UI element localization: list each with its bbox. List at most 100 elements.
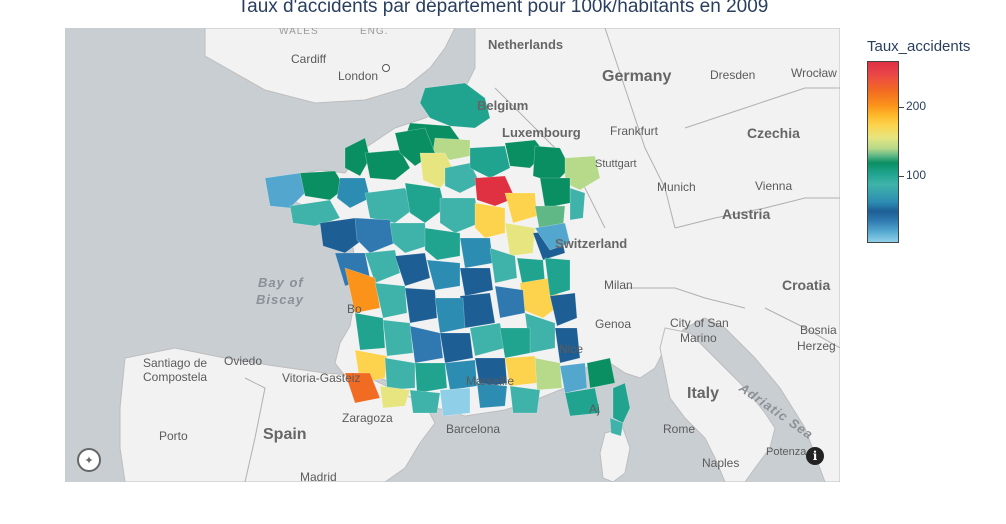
dept-aude[interactable] <box>439 387 471 417</box>
label-austria: Austria <box>722 206 771 222</box>
label-dresden: Dresden <box>710 68 756 82</box>
label-vitoria: Vitoria-Gasteiz <box>282 371 361 385</box>
info-icon[interactable]: i <box>806 447 824 465</box>
label-oviedo: Oviedo <box>224 354 263 368</box>
colorbar-tick-label-200: 200 <box>906 99 927 113</box>
label-marseille: Marseille <box>466 374 515 388</box>
dept-haut-rhin[interactable] <box>569 187 586 221</box>
dept-mayenne[interactable] <box>364 187 416 224</box>
label-city-of-san: City of San <box>670 316 729 330</box>
dept-savoie[interactable] <box>549 292 578 327</box>
great-britain-land <box>204 28 456 104</box>
dept-aube[interactable] <box>474 175 516 207</box>
label-porto: Porto <box>159 429 188 443</box>
dept-val-doise[interactable] <box>444 162 481 194</box>
label-belgium: Belgium <box>477 98 529 113</box>
dept-ardeche[interactable] <box>499 327 531 359</box>
dept-lot[interactable] <box>409 325 444 364</box>
dept-yonne[interactable] <box>474 202 506 239</box>
label-nice: Nice <box>559 342 584 356</box>
dept-dordogne[interactable] <box>382 319 414 357</box>
label-ajaccio: Aj <box>589 402 600 416</box>
label-luxembourg: Luxembourg <box>502 125 581 140</box>
dept-marne[interactable] <box>469 145 511 179</box>
dept-charente[interactable] <box>374 282 408 319</box>
compass-icon[interactable]: ✦ <box>77 448 101 472</box>
dept-loire[interactable] <box>494 285 526 319</box>
dept-tarn-garonne[interactable] <box>414 362 448 394</box>
dept-cotes-armor[interactable] <box>299 170 346 201</box>
dept-pyrenees-atlantiques[interactable] <box>344 372 381 404</box>
dept-haute-corse[interactable] <box>612 382 631 424</box>
dept-indre[interactable] <box>426 259 461 291</box>
dept-loire-atlantique[interactable] <box>319 217 366 254</box>
label-naples: Naples <box>702 456 740 470</box>
label-compostela: Compostela <box>143 370 208 384</box>
map-title: Taux d'accidents par département pour 10… <box>237 0 769 17</box>
dept-correze[interactable] <box>434 297 466 334</box>
dept-loiret[interactable] <box>439 197 481 234</box>
dept-alpes-haute-provence[interactable] <box>559 362 588 394</box>
dept-vosges[interactable] <box>539 177 571 209</box>
dept-hautes-alpes[interactable] <box>554 327 581 364</box>
dept-cher[interactable] <box>424 227 461 261</box>
dept-moselle[interactable] <box>532 145 571 184</box>
dept-nievre[interactable] <box>459 237 494 269</box>
dept-indre-loire[interactable] <box>389 222 428 254</box>
label-potenza: Potenza <box>766 446 807 458</box>
label-croatia: Croatia <box>782 277 831 293</box>
label-biscay: Biscay <box>256 292 304 307</box>
colorbar-tick-100 <box>899 176 904 177</box>
label-spain: Spain <box>263 426 307 443</box>
dept-calvados[interactable] <box>364 149 411 181</box>
dept-nord[interactable] <box>419 82 491 129</box>
label-bordeaux: Bo <box>347 302 362 316</box>
dept-cote-or[interactable] <box>504 222 536 257</box>
dept-eure-loir[interactable] <box>404 182 446 224</box>
sardinia-land <box>599 427 631 482</box>
dept-maine-loire[interactable] <box>354 217 396 254</box>
dept-finistere[interactable] <box>264 172 306 209</box>
dept-gironde[interactable] <box>354 312 386 351</box>
label-santiago: Santiago de <box>143 356 208 370</box>
dept-bouches-rhone[interactable] <box>509 385 541 414</box>
dept-corse-du-sud[interactable] <box>609 417 624 437</box>
label-barcelona: Barcelona <box>446 422 501 436</box>
dept-var[interactable] <box>564 387 601 417</box>
map-canvas[interactable]: WALES ENG. Cardiff London Netherlands Ge… <box>65 28 840 482</box>
dept-gers[interactable] <box>384 357 416 391</box>
dept-deux-sevres[interactable] <box>364 249 401 284</box>
dept-puy-dome[interactable] <box>459 292 496 329</box>
label-rome: Rome <box>663 422 696 436</box>
dept-cantal[interactable] <box>439 332 474 364</box>
label-vienna: Vienna <box>755 179 793 193</box>
dept-manche[interactable] <box>344 137 371 177</box>
dept-territoire-belfort[interactable] <box>534 222 571 251</box>
dept-aveyron[interactable] <box>444 359 478 391</box>
dept-saone-loire[interactable] <box>489 247 518 284</box>
dept-haute-vienne[interactable] <box>404 287 438 324</box>
dept-vienne[interactable] <box>394 252 431 287</box>
dept-charente-maritime[interactable] <box>344 267 381 314</box>
label-frankfurt: Frankfurt <box>610 124 659 138</box>
label-london: London <box>338 69 379 83</box>
dept-lozere[interactable] <box>474 357 508 389</box>
dept-haute-savoie[interactable] <box>544 257 571 297</box>
dept-alpes-maritimes[interactable] <box>586 357 616 389</box>
dept-herault[interactable] <box>476 382 508 409</box>
label-munich: Munich <box>657 180 696 194</box>
colorbar-title: Taux_accidents <box>867 38 971 55</box>
dept-haute-marne[interactable] <box>504 192 538 224</box>
label-zaragoza: Zaragoza <box>342 411 393 425</box>
dept-ille-vilaine[interactable] <box>336 177 371 209</box>
label-italy: Italy <box>687 385 720 402</box>
dept-allier[interactable] <box>459 267 494 297</box>
dept-hautes-pyrenees[interactable] <box>379 385 411 409</box>
dept-vaucluse[interactable] <box>534 357 563 391</box>
label-cardiff: Cardiff <box>291 52 327 66</box>
choropleth-layer[interactable] <box>65 28 840 482</box>
label-herzeg: Herzeg <box>797 339 836 353</box>
label-wales: WALES <box>279 28 319 37</box>
dept-haute-garonne[interactable] <box>409 389 441 414</box>
label-milan: Milan <box>604 278 633 292</box>
